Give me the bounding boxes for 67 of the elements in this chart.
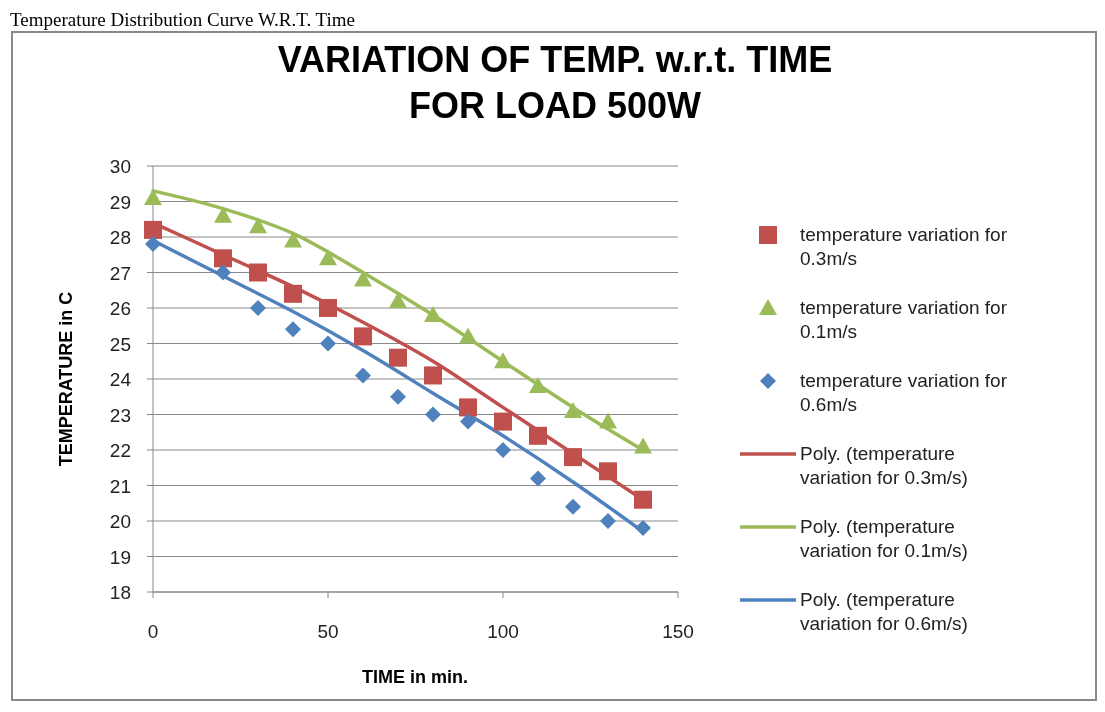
y-tick-label: 20 [109,511,131,532]
point [494,352,512,369]
legend-label: Poly. (temperature variation for 0.1m/s) [800,516,968,561]
y-tick-label: 25 [109,333,131,355]
point [250,300,266,316]
point [634,490,652,509]
point [249,263,267,282]
point [354,270,372,287]
point [320,335,336,352]
y-tick-label: 27 [109,262,131,284]
y-tick-label: 18 [109,582,131,603]
legend-label: Poly. (temperature variation for 0.6m/s) [800,589,968,634]
point [529,377,547,394]
point [599,412,617,429]
point [495,442,511,458]
point [284,231,302,248]
point [285,321,301,338]
y-tick-label: 21 [109,475,131,497]
point [564,448,582,467]
point [215,264,231,281]
point [214,249,232,268]
point [425,406,441,423]
x-axis-title: TIME in min. [362,667,468,687]
x-tick-label: 50 [317,621,339,642]
y-tick-label: 29 [109,191,131,213]
point [424,366,442,385]
text: Temperature Distribution Curve W.R.T. Time [10,9,356,30]
point [459,327,477,344]
y-tick-label: 22 [109,440,131,461]
point [145,236,161,253]
point [354,327,372,346]
legend-label: temperature variation for 0.1m/s [800,297,1008,342]
point [459,398,477,417]
point [635,520,651,537]
y-tick-label: 26 [109,298,131,319]
legend-label: temperature variation for 0.6m/s [800,370,1008,415]
point [319,249,337,266]
legend-label: Poly. (temperature variation for 0.3m/s) [800,443,968,488]
y-tick-label: 28 [109,227,131,248]
point [600,513,616,529]
x-tick-label: 150 [662,621,694,642]
point [460,413,476,430]
x-tick-label: 100 [487,621,519,642]
point [529,426,547,445]
point [144,188,162,205]
point [564,401,582,418]
y-tick-label: 23 [109,404,131,426]
y-tick-label: 24 [109,369,132,390]
point [389,348,407,367]
point [565,498,581,515]
point [530,470,546,487]
point [355,367,371,384]
y-tick-label: 19 [109,546,131,568]
point [424,306,442,323]
y-tick-label: 30 [109,156,131,177]
point [319,299,337,317]
point [634,437,652,454]
chart-title: VARIATION OF TEMP. w.r.t. TIME FOR LOAD 500W [277,39,833,126]
y-axis-title: TEMPERATURE in C [56,291,76,467]
x-tick-label: 0 [147,621,159,642]
legend-label: temperature variation for 0.3m/s [800,224,1008,269]
point [284,284,302,303]
point [390,388,406,405]
point [494,412,512,431]
point [249,217,267,234]
point [599,462,617,481]
point [144,220,162,239]
